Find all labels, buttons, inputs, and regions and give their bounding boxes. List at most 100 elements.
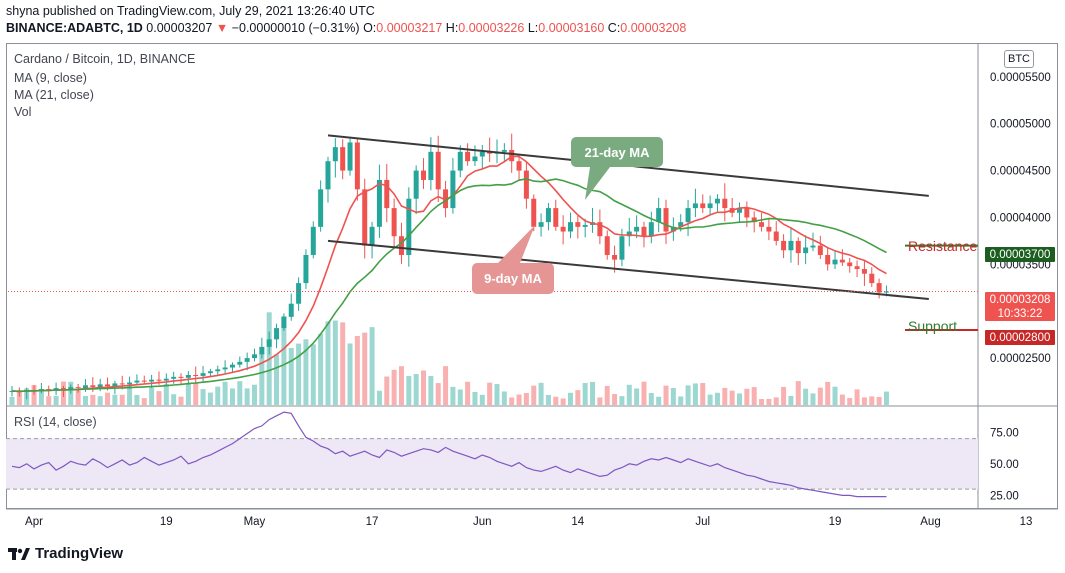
candle-body	[685, 208, 691, 223]
ma21-line	[11, 177, 887, 393]
candle-body	[604, 236, 610, 255]
candle-body	[332, 147, 338, 162]
support-price-tag: 0.00002800	[985, 330, 1055, 345]
volume-bar	[340, 322, 346, 405]
volume-bar	[398, 366, 404, 405]
candle-body	[700, 203, 706, 209]
candle-body	[443, 189, 449, 209]
volume-bar	[839, 394, 845, 405]
volume-bar	[229, 388, 235, 405]
volume-bar	[31, 384, 37, 405]
high-label: H:	[445, 21, 459, 35]
volume-bar	[105, 392, 111, 405]
volume-bar	[178, 396, 184, 405]
candle-body	[347, 142, 353, 171]
candle-body	[825, 254, 831, 265]
candle-body	[788, 240, 794, 251]
open-value: 0.00003217	[376, 21, 443, 35]
low-value: 0.00003160	[538, 21, 605, 35]
tradingview-logo[interactable]: TradingView	[8, 545, 123, 562]
candle-body	[200, 373, 206, 376]
volume-bar	[90, 394, 96, 405]
volume-bar	[369, 327, 375, 405]
volume-bar	[318, 333, 324, 405]
volume-bar	[9, 396, 15, 405]
rsi-tick-label: 25.00	[990, 490, 1019, 502]
volume-bar	[376, 390, 382, 405]
candle-body	[832, 259, 838, 265]
candle-body	[259, 346, 265, 355]
volume-bar	[670, 388, 676, 405]
volume-bar	[861, 397, 867, 405]
candle-body	[60, 388, 66, 390]
candle-body	[516, 161, 522, 171]
ma9-callout-pointer	[498, 225, 535, 263]
volume-bar	[641, 381, 647, 405]
volume-bar	[244, 388, 250, 405]
volume-bar	[391, 369, 397, 405]
candle-body	[465, 151, 471, 162]
volume-bar	[604, 385, 610, 405]
volume-bar	[200, 389, 206, 405]
volume-bar	[656, 396, 662, 405]
rsi-legend: RSI (14, close)	[14, 415, 97, 429]
candle-body	[472, 156, 478, 162]
candle-body	[266, 339, 272, 347]
volume-bar	[751, 387, 757, 405]
open-label: O:	[363, 21, 377, 35]
price-tick-label: 0.00003500	[990, 259, 1051, 271]
time-tick-label: 19	[160, 516, 173, 528]
currency-button[interactable]: BTC	[1004, 50, 1034, 68]
volume-bar	[722, 387, 728, 405]
candle-body	[538, 222, 544, 227]
volume-bar	[803, 388, 809, 405]
volume-bar	[252, 384, 257, 405]
volume-bar	[149, 387, 155, 405]
volume-bar	[516, 394, 522, 405]
candle-body	[244, 358, 250, 362]
candle-body	[134, 380, 140, 383]
candle-body	[854, 266, 860, 270]
price-tick-label: 0.00004000	[990, 212, 1051, 224]
rsi-line	[11, 411, 887, 498]
volume-bar	[185, 383, 191, 405]
time-tick-label: Aug	[920, 516, 940, 528]
volume-bar	[296, 343, 302, 405]
volume-bar	[678, 396, 684, 405]
candle-body	[384, 179, 390, 209]
volume-bar	[575, 390, 581, 405]
volume-bar	[876, 396, 882, 405]
candle-body	[354, 142, 360, 190]
volume-bar	[259, 352, 265, 405]
volume-bar	[590, 381, 596, 405]
volume-bar	[494, 384, 500, 405]
volume-bar	[119, 394, 125, 405]
time-tick-label: 14	[571, 516, 584, 528]
candle-body	[810, 245, 816, 248]
candle-body	[222, 367, 228, 370]
candle-body	[310, 226, 316, 255]
volume-bar	[141, 398, 147, 405]
volume-bar	[16, 389, 22, 405]
volume-bar	[538, 382, 544, 405]
price-tick-label: 0.00002500	[990, 353, 1051, 365]
candle-body	[545, 208, 551, 223]
volume-bar	[457, 389, 463, 405]
candle-body	[641, 226, 647, 237]
candle-body	[112, 383, 118, 387]
candle-body	[523, 170, 529, 199]
time-tick-label: 17	[366, 516, 379, 528]
candle-body	[766, 226, 772, 232]
volume-bar	[288, 348, 294, 405]
tradingview-logo-icon	[8, 547, 30, 560]
rsi-band	[6, 438, 978, 490]
volume-bar	[347, 343, 353, 405]
volume-bar	[545, 394, 551, 405]
candle-body	[296, 283, 302, 304]
price-tick-label: 0.00005000	[990, 119, 1051, 131]
volume-bar	[869, 396, 875, 405]
candle-body	[237, 361, 243, 365]
candle-body	[435, 151, 441, 190]
time-tick-label: Apr	[25, 516, 43, 528]
